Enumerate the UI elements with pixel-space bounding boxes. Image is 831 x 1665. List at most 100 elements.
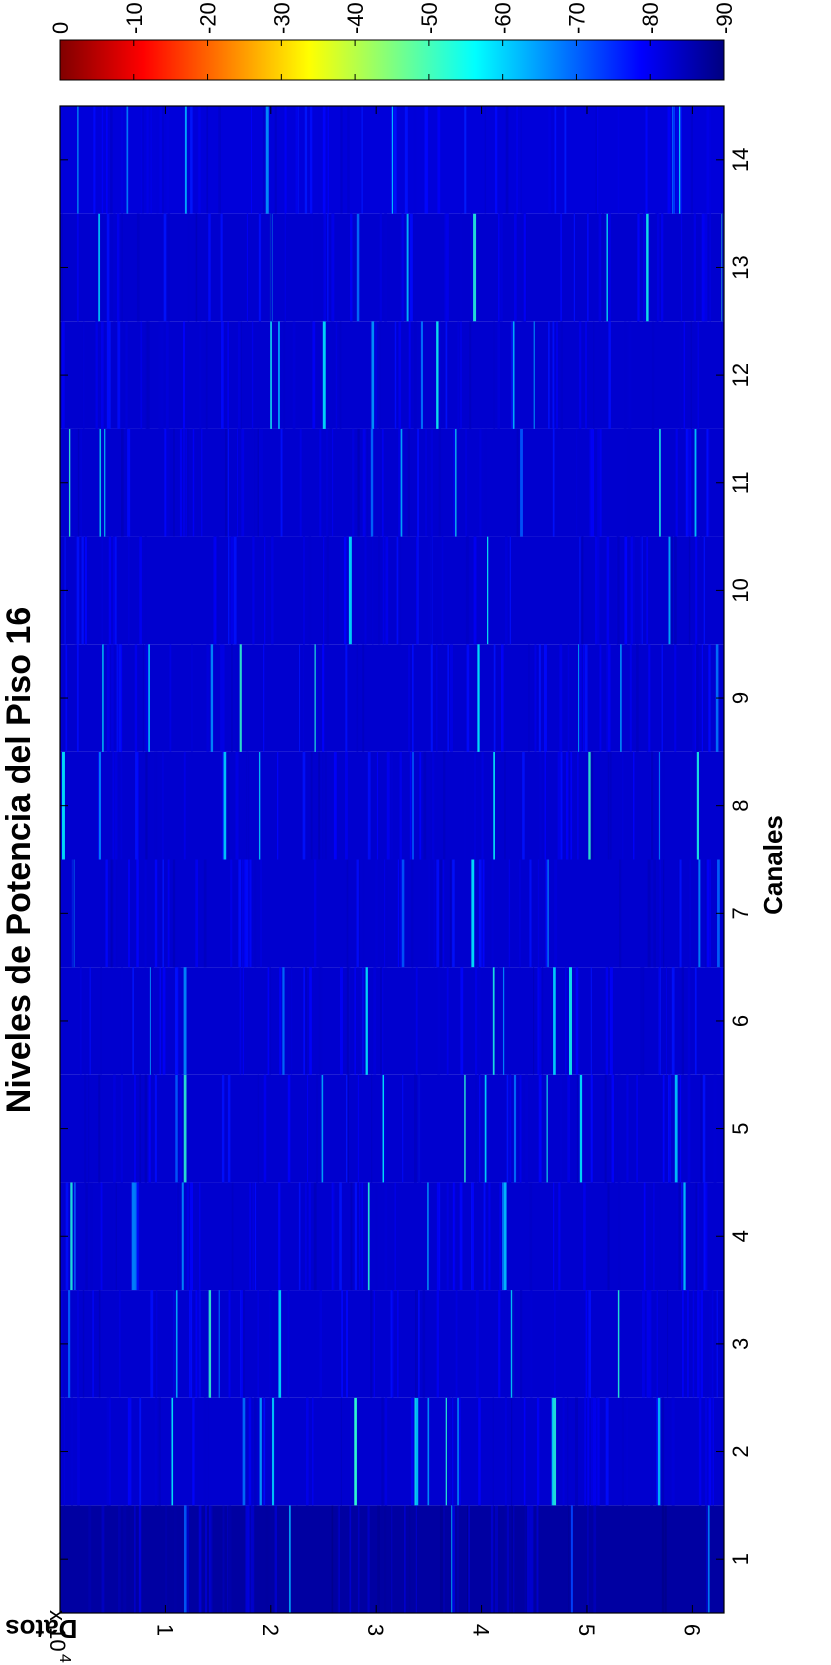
- heatmap-cell-channel-12: [60, 321, 724, 429]
- heatmap-stripe: [504, 1397, 507, 1506]
- heatmap-stripe: [112, 751, 114, 860]
- heatmap-stripe: [502, 1182, 504, 1291]
- heatmap-stripe: [81, 536, 84, 645]
- heatmap-stripe: [382, 1074, 385, 1183]
- heatmap-stripe: [346, 1290, 348, 1398]
- heatmap-stripe: [646, 213, 649, 322]
- heatmap-stripe: [221, 1074, 225, 1183]
- heatmap-stripe: [106, 644, 110, 752]
- heatmap-stripe: [131, 1182, 135, 1291]
- heatmap-stripe: [252, 536, 255, 645]
- heatmap-stripe: [564, 106, 567, 214]
- heatmap-stripe: [444, 213, 446, 322]
- heatmap-stripe: [220, 213, 223, 322]
- heatmap-stripe: [323, 213, 327, 322]
- heatmap-stripe: [138, 1505, 142, 1613]
- heatmap-stripe: [303, 967, 306, 1075]
- heatmap-stripe: [365, 967, 368, 1075]
- heatmap-stripe: [512, 321, 515, 429]
- heatmap-stripe: [688, 536, 691, 645]
- heatmap-stripe: [685, 428, 689, 537]
- heatmap-stripe: [79, 967, 82, 1075]
- heatmap-stripe: [113, 1074, 116, 1183]
- heatmap-stripe: [519, 1074, 522, 1183]
- heatmap-stripe: [136, 213, 140, 322]
- heatmap-stripe: [411, 859, 414, 968]
- heatmap-stripe: [643, 967, 645, 1075]
- heatmap-stripe: [174, 1290, 177, 1398]
- heatmap-stripe: [617, 106, 620, 214]
- heatmap-stripe: [308, 536, 312, 645]
- heatmap-stripe: [280, 428, 283, 537]
- y-tick-label: 2: [258, 1624, 283, 1636]
- heatmap-stripe: [135, 751, 138, 860]
- heatmap-stripe: [340, 967, 343, 1075]
- heatmap-stripe: [552, 321, 555, 429]
- heatmap-stripe: [118, 1290, 121, 1398]
- heatmap-stripe: [82, 1290, 85, 1398]
- heatmap-stripe: [568, 967, 572, 1075]
- heatmap-cell-channel-5: [60, 1074, 724, 1183]
- heatmap-stripe: [197, 1290, 200, 1398]
- heatmap-stripe: [188, 1290, 191, 1398]
- heatmap-stripe: [310, 751, 313, 860]
- heatmap-stripe: [172, 859, 176, 968]
- heatmap-stripe: [121, 213, 123, 322]
- heatmap-stripe: [164, 428, 167, 537]
- heatmap-stripe: [115, 1182, 117, 1291]
- heatmap-stripe: [260, 428, 263, 537]
- x-tick-label: 1: [728, 1553, 753, 1565]
- heatmap-stripe: [158, 1397, 161, 1506]
- y-tick-label: 5: [574, 1624, 599, 1636]
- heatmap-stripe: [643, 1182, 646, 1291]
- heatmap-stripe: [357, 1074, 360, 1183]
- heatmap-stripe: [676, 106, 678, 214]
- heatmap-stripe: [607, 1182, 610, 1291]
- heatmap-stripe: [578, 644, 582, 752]
- heatmap-stripe: [478, 967, 481, 1075]
- heatmap-stripe: [442, 859, 445, 968]
- heatmap-stripe: [144, 859, 147, 968]
- heatmap-stripe: [110, 859, 113, 968]
- heatmap-stripe: [184, 106, 187, 214]
- heatmap-stripe: [621, 1397, 624, 1506]
- heatmap-stripe: [296, 1505, 298, 1613]
- heatmap-stripe: [474, 967, 478, 1075]
- heatmap-stripe: [414, 1074, 417, 1183]
- heatmap-stripe: [504, 1505, 507, 1613]
- heatmap-stripe: [121, 967, 123, 1075]
- heatmap-stripe: [316, 644, 318, 752]
- heatmap-stripe: [362, 644, 365, 752]
- heatmap-stripe: [246, 751, 248, 860]
- heatmap-stripe: [639, 536, 642, 645]
- heatmap-stripe: [646, 644, 649, 752]
- heatmap-stripe: [145, 321, 148, 429]
- heatmap-stripe: [575, 967, 579, 1075]
- heatmap-stripe: [133, 1505, 136, 1613]
- heatmap-stripe: [120, 1074, 123, 1183]
- heatmap-stripe: [345, 751, 348, 860]
- heatmap-stripe: [558, 1182, 561, 1291]
- heatmap-stripe: [167, 213, 170, 322]
- heatmap-stripe: [427, 1182, 429, 1291]
- heatmap-stripe: [381, 967, 384, 1075]
- heatmap-stripe: [530, 1505, 534, 1613]
- heatmap-stripe: [236, 428, 238, 537]
- heatmap-stripe: [361, 1182, 363, 1291]
- heatmap-stripe: [565, 967, 567, 1075]
- heatmap-stripe: [408, 644, 410, 752]
- heatmap-stripe: [560, 1074, 562, 1183]
- heatmap-stripe: [136, 1182, 139, 1291]
- heatmap-stripe: [195, 859, 199, 968]
- heatmap-stripe: [652, 1182, 655, 1291]
- y-tick-label: 1: [152, 1624, 177, 1636]
- heatmap-stripe: [521, 1505, 523, 1613]
- heatmap-stripe: [704, 1397, 708, 1506]
- heatmap-stripe: [180, 106, 183, 214]
- heatmap-stripe: [257, 1074, 259, 1183]
- heatmap-stripe: [123, 1505, 127, 1613]
- heatmap-stripe: [511, 321, 513, 429]
- heatmap-stripe: [398, 536, 402, 645]
- heatmap-stripe: [99, 428, 101, 537]
- heatmap-cell-channel-13: [60, 213, 724, 322]
